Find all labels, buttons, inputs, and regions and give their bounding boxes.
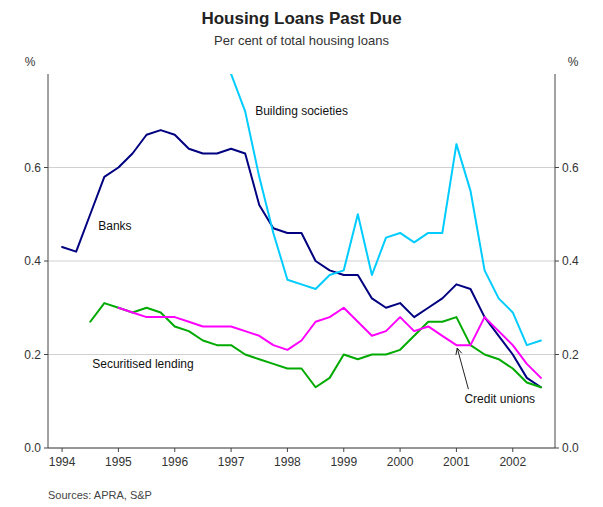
x-tick (287, 448, 288, 452)
x-tick-label: 2002 (499, 455, 526, 469)
series-label: Banks (98, 219, 131, 233)
series-line (62, 130, 541, 387)
y-axis-label: % (25, 55, 36, 69)
x-tick-label: 1996 (161, 455, 188, 469)
y-tick (44, 354, 48, 355)
x-tick (118, 448, 119, 452)
x-tick-label: 2001 (443, 455, 470, 469)
x-tick (231, 448, 232, 452)
y2-tick (555, 448, 559, 449)
grid-line (48, 448, 555, 449)
x-tick (400, 448, 401, 452)
y2-tick (555, 167, 559, 168)
y-tick-label: 0.4 (24, 254, 41, 268)
y2-tick-label: 0.6 (562, 161, 579, 175)
y2-tick (555, 354, 559, 355)
series-label: Building societies (255, 104, 348, 118)
y2-tick-label: 0.4 (562, 254, 579, 268)
subtitle: Per cent of total housing loans (214, 33, 389, 48)
y2-tick-label: 0.2 (562, 348, 579, 362)
y2-axis-label: % (568, 55, 579, 69)
x-tick (343, 448, 344, 452)
x-tick-label: 1998 (274, 455, 301, 469)
x-tick (456, 448, 457, 452)
series-line (231, 74, 541, 345)
series-labels: Banks Building societies Securitised lendi… (92, 104, 535, 406)
x-tick (174, 448, 175, 452)
series-label: Securitised lending (92, 357, 193, 371)
y-tick (44, 448, 48, 449)
y-tick-label: 0.6 (24, 161, 41, 175)
x-tick-label: 1995 (105, 455, 132, 469)
x-tick-label: 1997 (218, 455, 245, 469)
x-axis-line (48, 448, 555, 449)
grid-line (48, 354, 555, 355)
chart: Housing Loans Past Due Per cent of total … (0, 0, 603, 507)
x-tick (512, 448, 513, 452)
annotation-arrow (457, 348, 468, 389)
grid-line (48, 167, 555, 168)
x-tick (62, 448, 63, 452)
x-tick-label: 1994 (49, 455, 76, 469)
y-tick-label: 0.0 (24, 441, 41, 455)
source: Sources: APRA, S&P (48, 489, 152, 501)
title: Housing Loans Past Due (201, 9, 401, 28)
grid-line (48, 261, 555, 262)
y-tick (44, 261, 48, 262)
x-tick-label: 2000 (387, 455, 414, 469)
y2-tick-label: 0.0 (562, 441, 579, 455)
series-line (90, 303, 541, 387)
y2-tick (555, 261, 559, 262)
y-tick-label: 0.2 (24, 348, 41, 362)
x-tick-label: 1999 (330, 455, 357, 469)
y-tick (44, 167, 48, 168)
plot-area (62, 74, 541, 387)
series-label: Credit unions (464, 392, 535, 406)
annotation-arrowhead (456, 348, 462, 355)
